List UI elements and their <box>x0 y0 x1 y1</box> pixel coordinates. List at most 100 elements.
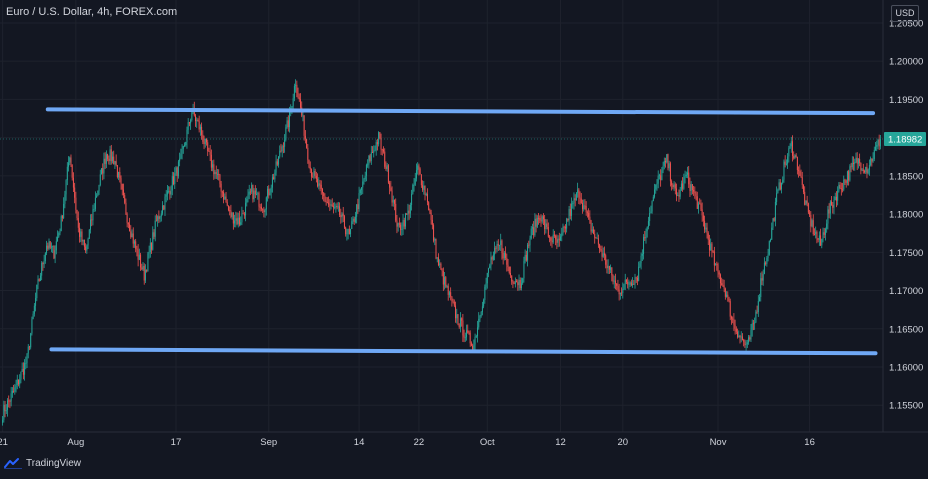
candle[interactable] <box>636 275 638 286</box>
candle[interactable] <box>61 215 63 222</box>
candle[interactable] <box>541 215 543 224</box>
candle[interactable] <box>519 277 521 291</box>
candle[interactable] <box>182 145 184 154</box>
candle[interactable] <box>422 180 424 192</box>
candle[interactable] <box>431 214 433 230</box>
candle[interactable] <box>415 163 417 182</box>
candle[interactable] <box>46 240 48 256</box>
candle[interactable] <box>65 179 67 201</box>
candle[interactable] <box>293 83 295 102</box>
candle[interactable] <box>28 345 30 351</box>
candle[interactable] <box>71 164 73 181</box>
candle[interactable] <box>203 135 205 150</box>
candle[interactable] <box>155 214 157 222</box>
candle[interactable] <box>82 239 84 246</box>
candle[interactable] <box>348 225 350 235</box>
candle[interactable] <box>175 165 177 176</box>
candle[interactable] <box>633 280 635 285</box>
candle[interactable] <box>236 212 238 226</box>
candle[interactable] <box>396 215 398 234</box>
candle[interactable] <box>407 203 409 221</box>
candle[interactable] <box>848 169 850 186</box>
candle[interactable] <box>227 205 229 212</box>
candle[interactable] <box>702 212 704 227</box>
candle[interactable] <box>646 226 648 238</box>
candle[interactable] <box>158 210 160 224</box>
candle[interactable] <box>262 208 264 214</box>
candle[interactable] <box>679 186 681 200</box>
candle[interactable] <box>528 240 530 249</box>
candle[interactable] <box>579 191 581 205</box>
candle[interactable] <box>100 168 102 175</box>
candle[interactable] <box>132 227 134 248</box>
candle[interactable] <box>807 202 809 215</box>
candle[interactable] <box>783 159 785 183</box>
candle[interactable] <box>331 198 333 208</box>
candle[interactable] <box>730 315 732 325</box>
candle[interactable] <box>433 223 435 243</box>
candle[interactable] <box>76 209 78 221</box>
candle[interactable] <box>856 152 858 171</box>
candle[interactable] <box>843 175 845 192</box>
candle[interactable] <box>70 154 72 168</box>
candle[interactable] <box>601 245 603 262</box>
candle[interactable] <box>524 249 526 264</box>
candle[interactable] <box>11 387 13 398</box>
candle[interactable] <box>584 199 586 210</box>
candle[interactable] <box>224 193 226 200</box>
candle[interactable] <box>727 291 729 302</box>
candle[interactable] <box>357 198 359 214</box>
candle[interactable] <box>243 211 245 219</box>
candle[interactable] <box>538 212 540 225</box>
candle[interactable] <box>756 305 758 314</box>
candle[interactable] <box>589 210 591 224</box>
candle[interactable] <box>767 248 769 262</box>
candle[interactable] <box>818 231 820 246</box>
candle[interactable] <box>840 182 842 196</box>
candle[interactable] <box>608 265 610 274</box>
candle[interactable] <box>309 161 311 174</box>
candle[interactable] <box>362 174 364 195</box>
candle[interactable] <box>104 152 106 169</box>
candle[interactable] <box>363 177 365 185</box>
candle[interactable] <box>777 188 779 194</box>
candle[interactable] <box>829 200 831 219</box>
candle[interactable] <box>220 180 222 199</box>
candle[interactable] <box>760 272 762 302</box>
candle[interactable] <box>235 211 237 228</box>
candle[interactable] <box>240 216 242 226</box>
candle[interactable] <box>455 301 457 323</box>
candle[interactable] <box>799 164 801 177</box>
candle[interactable] <box>542 213 544 225</box>
candle[interactable] <box>494 241 496 261</box>
candle[interactable] <box>320 180 322 195</box>
candle[interactable] <box>724 287 726 300</box>
candle[interactable] <box>445 275 447 289</box>
candle[interactable] <box>335 203 337 213</box>
candle[interactable] <box>341 212 343 223</box>
candle[interactable] <box>728 296 730 303</box>
candle[interactable] <box>121 183 123 196</box>
candle[interactable] <box>588 208 590 220</box>
candle[interactable] <box>379 132 381 140</box>
candle[interactable] <box>199 124 201 136</box>
candle[interactable] <box>639 260 641 268</box>
candle[interactable] <box>127 222 129 229</box>
candle[interactable] <box>402 213 404 236</box>
candle[interactable] <box>351 217 353 229</box>
candle[interactable] <box>715 263 717 266</box>
candle[interactable] <box>666 154 668 164</box>
tradingview-brand[interactable]: TradingView <box>4 457 81 469</box>
candle[interactable] <box>359 188 361 196</box>
candle[interactable] <box>444 271 446 290</box>
candle[interactable] <box>57 230 59 242</box>
candle[interactable] <box>719 273 721 289</box>
candle[interactable] <box>400 222 402 236</box>
candle[interactable] <box>619 292 621 300</box>
candle[interactable] <box>509 266 511 278</box>
candle[interactable] <box>794 154 796 160</box>
candle[interactable] <box>94 191 96 212</box>
candle[interactable] <box>582 199 584 214</box>
candle[interactable] <box>66 162 68 186</box>
candle[interactable] <box>741 333 743 341</box>
